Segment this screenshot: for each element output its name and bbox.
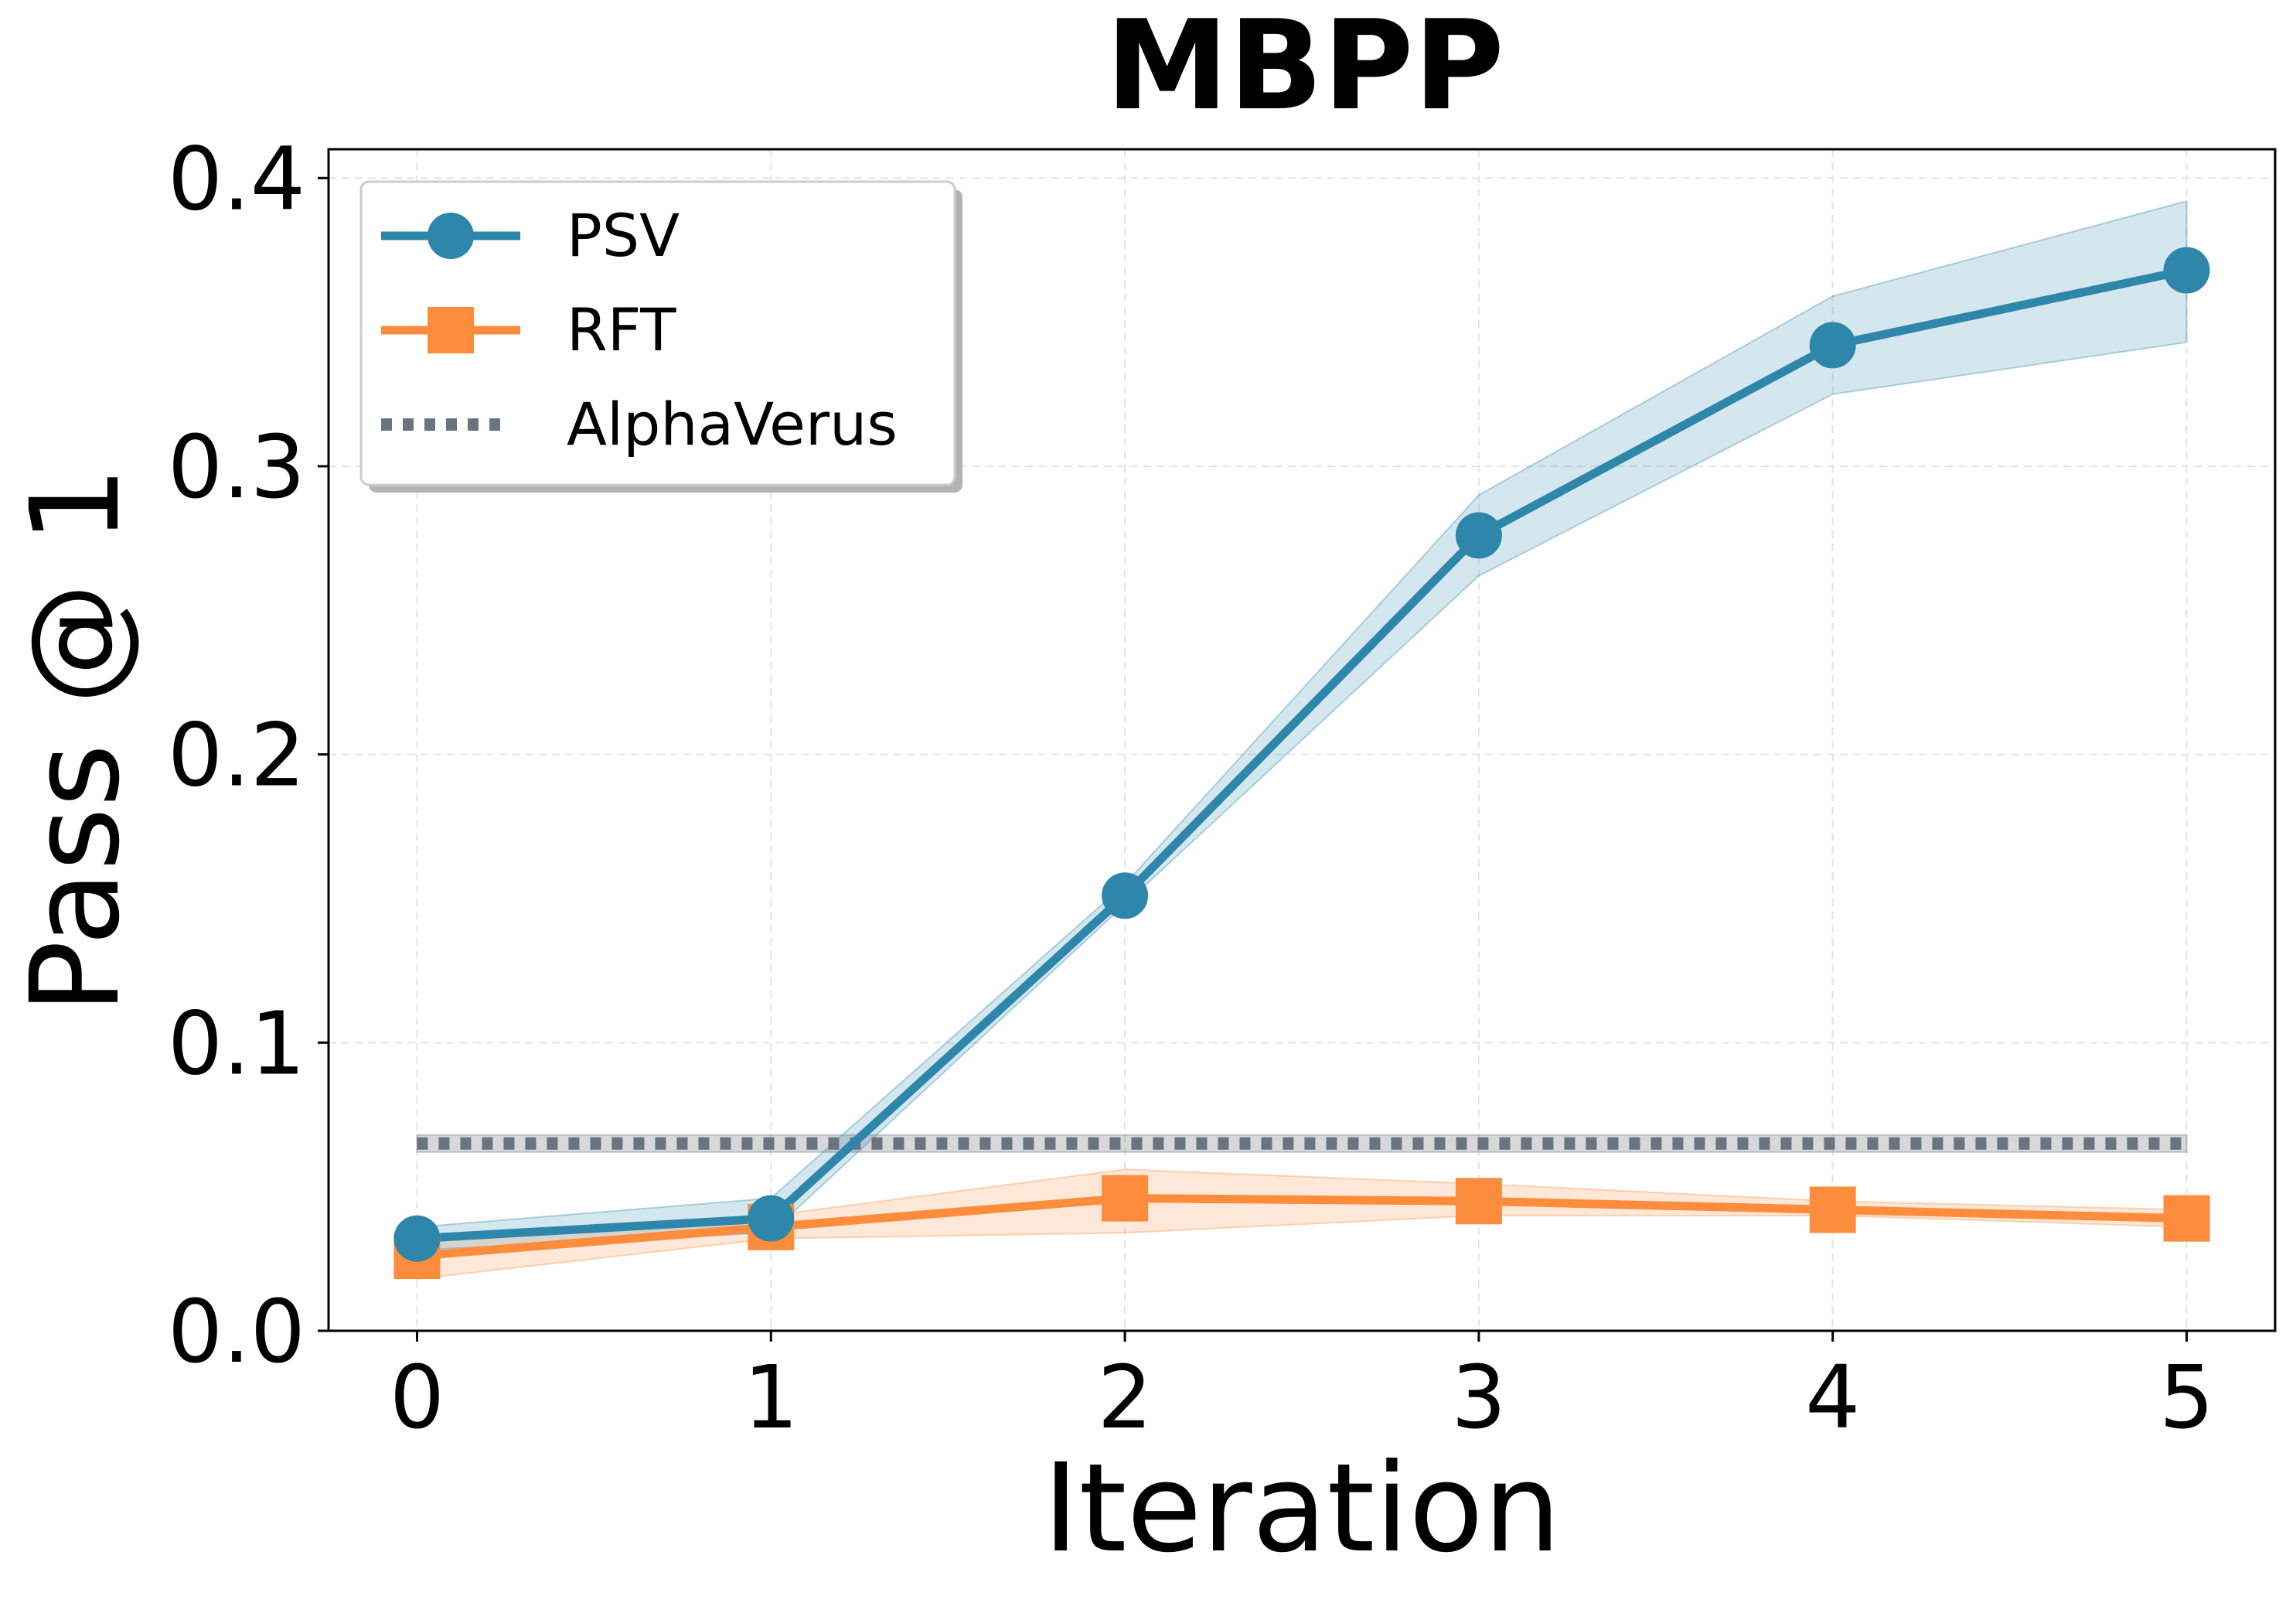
x-axis-ticks: 0 1 2 3 4 5 bbox=[390, 1331, 2214, 1448]
chart-title: MBPP bbox=[1105, 0, 1504, 138]
psv-point bbox=[1102, 872, 1149, 919]
y-axis-ticks: 0.0 0.1 0.2 0.3 0.4 bbox=[168, 129, 329, 1383]
y-tick-label: 0.1 bbox=[168, 994, 305, 1094]
x-tick-label: 3 bbox=[1451, 1348, 1506, 1448]
y-tick-label: 0.2 bbox=[168, 706, 305, 807]
x-axis-label: Iteration bbox=[1043, 1438, 1561, 1580]
psv-point bbox=[748, 1195, 795, 1242]
rft-point bbox=[2163, 1195, 2210, 1242]
x-tick-label: 0 bbox=[390, 1348, 445, 1448]
y-axis-label: Pass @ 1 bbox=[5, 466, 147, 1015]
rft-point bbox=[1809, 1186, 1856, 1233]
rft-point bbox=[1455, 1178, 1502, 1225]
legend-rft-marker bbox=[428, 307, 474, 353]
psv-point bbox=[1455, 512, 1502, 559]
y-tick-label: 0.0 bbox=[168, 1282, 305, 1383]
legend-psv-marker bbox=[428, 213, 474, 259]
x-tick-label: 1 bbox=[744, 1348, 799, 1448]
psv-point bbox=[393, 1215, 441, 1262]
legend-rft-label: RFT bbox=[567, 295, 676, 364]
psv-point bbox=[1809, 322, 1856, 369]
x-tick-label: 5 bbox=[2159, 1348, 2214, 1448]
legend-alphaverus-label: AlphaVerus bbox=[567, 390, 898, 459]
y-tick-label: 0.4 bbox=[168, 129, 305, 230]
legend: PSV RFT AlphaVerus bbox=[359, 180, 962, 493]
plot-frame bbox=[327, 148, 2277, 1332]
psv-point bbox=[2163, 247, 2210, 294]
psv-line bbox=[417, 266, 2188, 1243]
series-markers bbox=[393, 247, 2210, 1280]
y-tick-label: 0.3 bbox=[168, 418, 305, 518]
rft-point bbox=[1102, 1175, 1149, 1222]
x-tick-label: 4 bbox=[1805, 1348, 1860, 1448]
legend-box bbox=[359, 180, 956, 486]
x-tick-label: 2 bbox=[1097, 1348, 1152, 1448]
series-lines bbox=[417, 266, 2188, 1260]
legend-psv-label: PSV bbox=[567, 201, 680, 270]
rft-line bbox=[417, 1194, 2187, 1260]
